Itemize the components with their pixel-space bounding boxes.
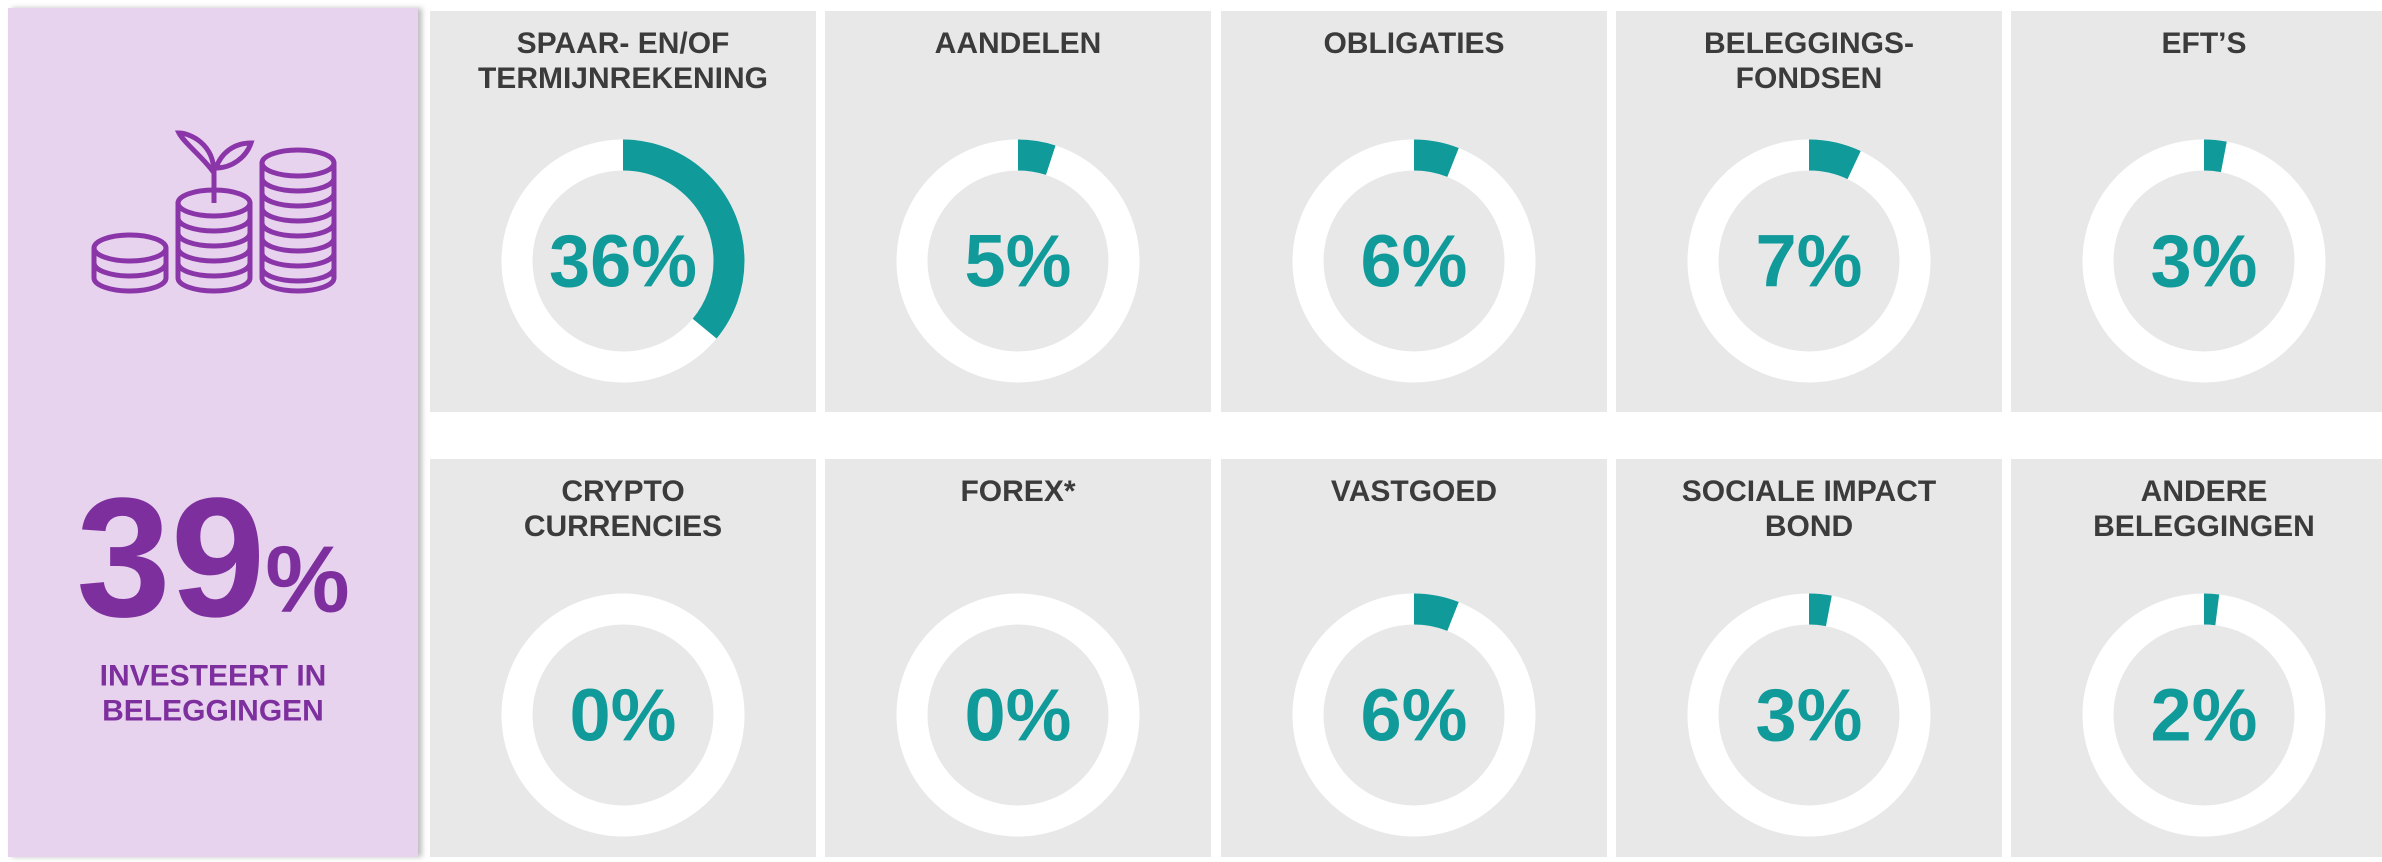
- chart: BELEGGINGS-FONDSEN 7%: [1687, 27, 1931, 383]
- chart-card: FOREX* 0%: [825, 459, 1211, 857]
- chart-card: SPAAR- EN/OF TERMIJNREKENING 36%: [430, 11, 816, 412]
- chart: EFT’S 3%: [2082, 27, 2326, 383]
- chart-title: CURRENCIES: [524, 510, 722, 543]
- chart-title: BOND: [1765, 510, 1853, 543]
- summary-label: INVESTEERT IN: [100, 660, 327, 693]
- donut-label: 0%: [570, 674, 677, 757]
- chart-title: CRYPTO: [561, 475, 684, 508]
- chart-card: CRYPTO CURRENCIES 0%: [430, 459, 816, 857]
- donut-track: [501, 593, 745, 837]
- chart-card: VASTGOED 6%: [1221, 459, 1607, 857]
- donut-label: 5%: [965, 220, 1072, 303]
- summary-label: BELEGGINGEN: [102, 695, 324, 728]
- chart-card: AANDELEN 5%: [825, 11, 1211, 412]
- chart-title: FOREX*: [960, 475, 1075, 508]
- chart-card: OBLIGATIES 6%: [1221, 11, 1607, 412]
- coins-icon: [91, 130, 337, 294]
- donut-label: 3%: [1756, 674, 1863, 757]
- summary: 39% INVESTEERT IN BELEGGINGEN: [76, 130, 350, 728]
- donut-arc: [1687, 593, 1931, 837]
- chart-title: FONDSEN: [1736, 62, 1883, 95]
- donut-label: 2%: [2151, 674, 2258, 757]
- chart-card: BELEGGINGS- FONDSEN 7%: [1616, 11, 2002, 412]
- chart-title: OBLIGATIES: [1323, 27, 1504, 60]
- summary-number: 39: [76, 463, 265, 653]
- chart-title: SPAAR- EN/OF: [517, 27, 730, 60]
- donut-label: 6%: [1361, 674, 1468, 757]
- chart: AANDELEN 5%: [896, 27, 1140, 383]
- chart-title: ANDERE: [2141, 475, 2268, 508]
- chart-card: EFT’S 3%: [2011, 11, 2382, 412]
- donut-arc: [2082, 593, 2326, 837]
- chart-title: EFT’S: [2161, 27, 2246, 60]
- donut-label: 0%: [965, 674, 1072, 757]
- summary-unit: %: [265, 527, 349, 633]
- donut-label: 36%: [549, 220, 697, 303]
- chart-title: TERMIJNREKENING: [478, 62, 768, 95]
- donut-label: 3%: [2151, 220, 2258, 303]
- chart-title: SOCIALE IMPACT: [1682, 475, 1936, 508]
- donut-arc: [501, 139, 745, 383]
- chart: VASTGOED 6%: [1292, 475, 1536, 837]
- chart-title: BELEGGINGEN: [2093, 510, 2315, 543]
- donut-label: 6%: [1361, 220, 1468, 303]
- summary-panel: 39% INVESTEERT IN BELEGGINGEN: [8, 8, 418, 857]
- donut-track: [896, 593, 1140, 837]
- chart-title: VASTGOED: [1331, 475, 1497, 508]
- chart-card: SOCIALE IMPACT BOND 3%: [1616, 459, 2002, 857]
- chart-title: BELEGGINGS-: [1704, 27, 1914, 60]
- chart: OBLIGATIES 6%: [1292, 27, 1536, 383]
- donut-arc: [1292, 139, 1536, 383]
- donut-arc: [1292, 593, 1536, 837]
- donut-arc: [2082, 139, 2326, 383]
- donut-label: 7%: [1756, 220, 1863, 303]
- chart: FOREX* 0%: [896, 475, 1140, 837]
- summary-value: 39%: [76, 463, 350, 653]
- donut-arc: [1687, 139, 1931, 383]
- donut-arc: [896, 139, 1140, 383]
- chart-card: ANDERE BELEGGINGEN 2%: [2011, 459, 2382, 857]
- chart-title: AANDELEN: [935, 27, 1102, 60]
